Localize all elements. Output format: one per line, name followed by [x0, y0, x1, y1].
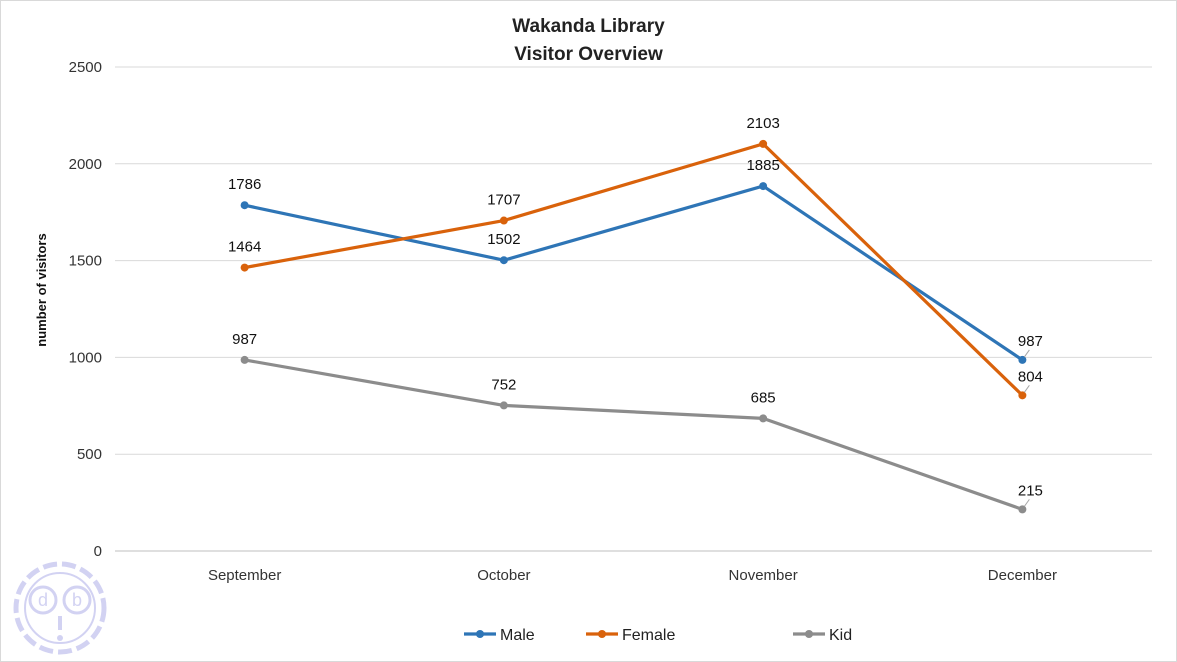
data-point [499, 256, 508, 265]
data-label: 804 [1018, 368, 1043, 385]
watermark-d-bowl [28, 585, 58, 615]
watermark-letter-b: b [72, 590, 82, 610]
label-leader [1023, 499, 1030, 507]
legend-marker [476, 630, 484, 638]
data-label: 2103 [746, 115, 779, 132]
y-tick-label: 500 [77, 446, 102, 463]
x-tick-label: December [988, 567, 1057, 584]
watermark-b-bowl [62, 585, 92, 615]
legend-item-kid: Kid [793, 627, 852, 644]
label-leader [1023, 385, 1030, 393]
data-point [240, 355, 249, 364]
y-tick-label: 2500 [69, 59, 102, 76]
legend-label: Kid [829, 627, 852, 644]
series-lines [240, 139, 1027, 514]
series-line-male [244, 184, 1024, 362]
data-label: 215 [1018, 482, 1043, 499]
chart-subtitle: Visitor Overview [514, 44, 663, 65]
data-labels: 1786 1502 1885 987 1464 1707 2103 804 987 752 685 2… [228, 115, 1043, 507]
data-point [499, 401, 508, 410]
data-label: 1707 [487, 192, 520, 209]
data-point [240, 201, 249, 210]
data-point [1018, 355, 1027, 364]
y-tick-label: 1500 [69, 253, 102, 270]
legend-label: Male [500, 627, 535, 644]
legend-marker [805, 630, 813, 638]
y-axis-ticks: 0 500 1000 1500 2000 2500 [69, 59, 102, 560]
data-point [240, 263, 249, 272]
data-label: 987 [1018, 333, 1043, 350]
data-label: 1464 [228, 239, 261, 256]
legend: Male Female Kid [464, 627, 852, 644]
data-label: 1502 [487, 231, 520, 248]
label-leader [1023, 349, 1030, 358]
series-line-kid [244, 358, 1023, 511]
watermark-dot [57, 635, 63, 641]
legend-item-male: Male [464, 627, 535, 644]
data-point [1018, 391, 1027, 400]
x-tick-label: September [208, 567, 281, 584]
x-tick-label: October [477, 567, 530, 584]
gridlines [115, 66, 1152, 552]
chart-title: Wakanda Library [512, 16, 665, 37]
series-line-female [244, 142, 1024, 397]
data-point [759, 139, 768, 148]
x-axis-ticks: September October November December [208, 567, 1057, 584]
legend-item-female: Female [586, 627, 675, 644]
data-label: 987 [232, 331, 257, 348]
y-tick-label: 0 [94, 543, 102, 560]
data-point [499, 216, 508, 225]
y-tick-label: 1000 [69, 349, 102, 366]
data-label: 1786 [228, 176, 261, 193]
data-label: 1885 [746, 157, 779, 174]
x-tick-label: November [729, 567, 798, 584]
legend-label: Female [622, 627, 675, 644]
data-label: 685 [751, 389, 776, 406]
data-point [1018, 505, 1027, 514]
y-axis-label: number of visitors [34, 233, 49, 346]
y-tick-label: 2000 [69, 156, 102, 173]
watermark-letter-d: d [38, 590, 48, 610]
data-point [759, 182, 768, 191]
data-point [759, 414, 768, 423]
legend-marker [598, 630, 606, 638]
data-label: 752 [491, 376, 516, 393]
watermark-inner-ring [24, 572, 96, 644]
watermark-ring [13, 561, 107, 655]
